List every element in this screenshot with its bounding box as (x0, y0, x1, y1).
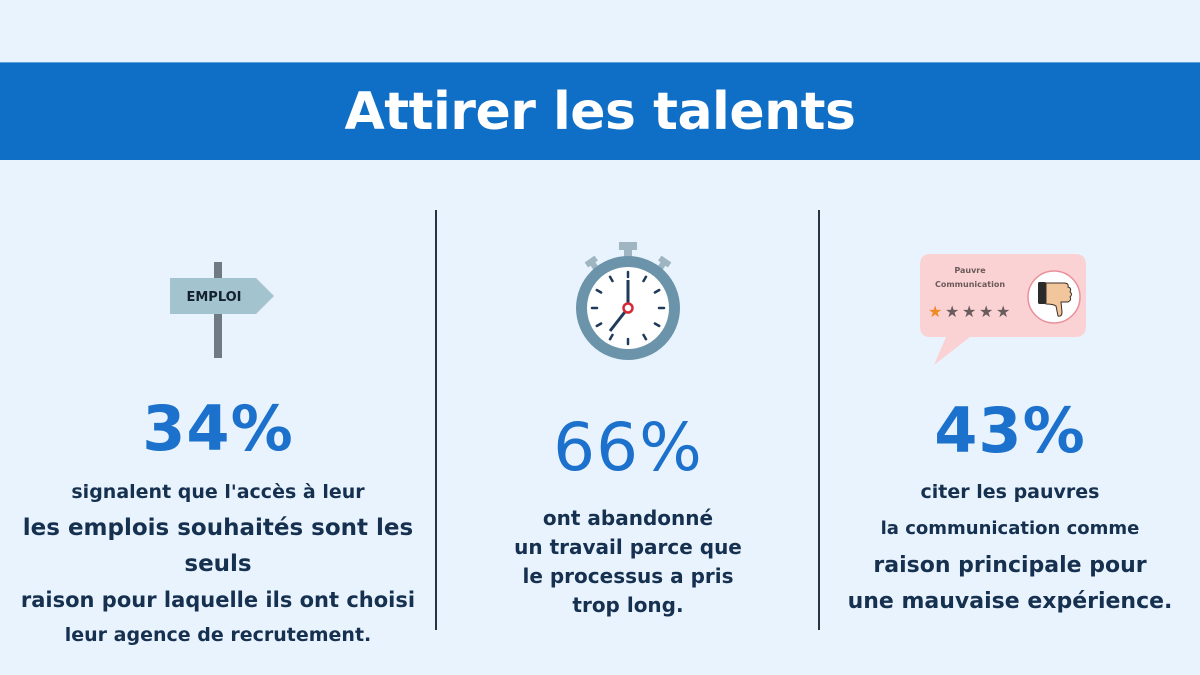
stat-column-3: Pauvre Communication ★ ★ ★ ★ ★ 43% citer… (820, 230, 1200, 620)
stat-description: ont abandonné un travail parce que le pr… (438, 504, 818, 620)
star-rating: ★ ★ ★ ★ ★ (928, 302, 1010, 321)
review-bubble-icon-wrap: Pauvre Communication ★ ★ ★ ★ ★ (820, 230, 1200, 370)
description-line: signalent que l'accès à leur (71, 481, 365, 503)
column-divider (818, 210, 820, 630)
thumbs-down-icon (1038, 282, 1072, 317)
description-line: leur agence de recrutement. (64, 624, 372, 646)
stat-value: 43% (934, 394, 1086, 467)
stopwatch-icon-wrap (438, 230, 818, 370)
stat-column-2: 66% ont abandonné un travail parce que l… (438, 230, 818, 620)
stat-description: citer les pauvres la communication comme… (820, 474, 1200, 620)
description-line: le processus a pris (522, 564, 734, 588)
stat-column-1: EMPLOI 34% signalent que l'accès à leur … (0, 230, 436, 652)
page-title: Attirer les talents (344, 81, 856, 142)
stat-value: 34% (142, 392, 294, 465)
description-line: un travail parce que (514, 535, 742, 559)
review-bubble-icon: Pauvre Communication ★ ★ ★ ★ ★ (920, 254, 1086, 365)
star-empty-icon: ★ (945, 302, 959, 321)
bubble-label-line2: Communication (935, 280, 1005, 289)
star-empty-icon: ★ (979, 302, 993, 321)
title-banner: Attirer les talents (0, 62, 1200, 160)
signpost-icon: EMPLOI (170, 262, 274, 358)
description-line: les emplois souhaités sont les seuls (22, 515, 414, 577)
signpost-label: EMPLOI (186, 290, 241, 305)
description-line: ont abandonné (542, 506, 714, 530)
star-empty-icon: ★ (962, 302, 976, 321)
description-line: trop long. (572, 593, 684, 617)
description-line: une mauvaise expérience. (847, 589, 1173, 614)
description-line: raison principale pour (873, 553, 1147, 578)
stopwatch-icon (576, 242, 680, 360)
column-divider (435, 210, 437, 630)
bubble-label-line1: Pauvre (954, 266, 986, 275)
stat-description: signalent que l'accès à leur les emplois… (0, 474, 436, 652)
description-line: raison pour laquelle ils ont choisi (20, 588, 416, 612)
signpost-icon-wrap: EMPLOI (0, 230, 436, 370)
star-empty-icon: ★ (996, 302, 1010, 321)
description-line: citer les pauvres (920, 481, 1100, 503)
stat-value: 66% (553, 409, 703, 486)
star-filled-icon: ★ (928, 302, 942, 321)
description-line: la communication comme (880, 518, 1140, 539)
